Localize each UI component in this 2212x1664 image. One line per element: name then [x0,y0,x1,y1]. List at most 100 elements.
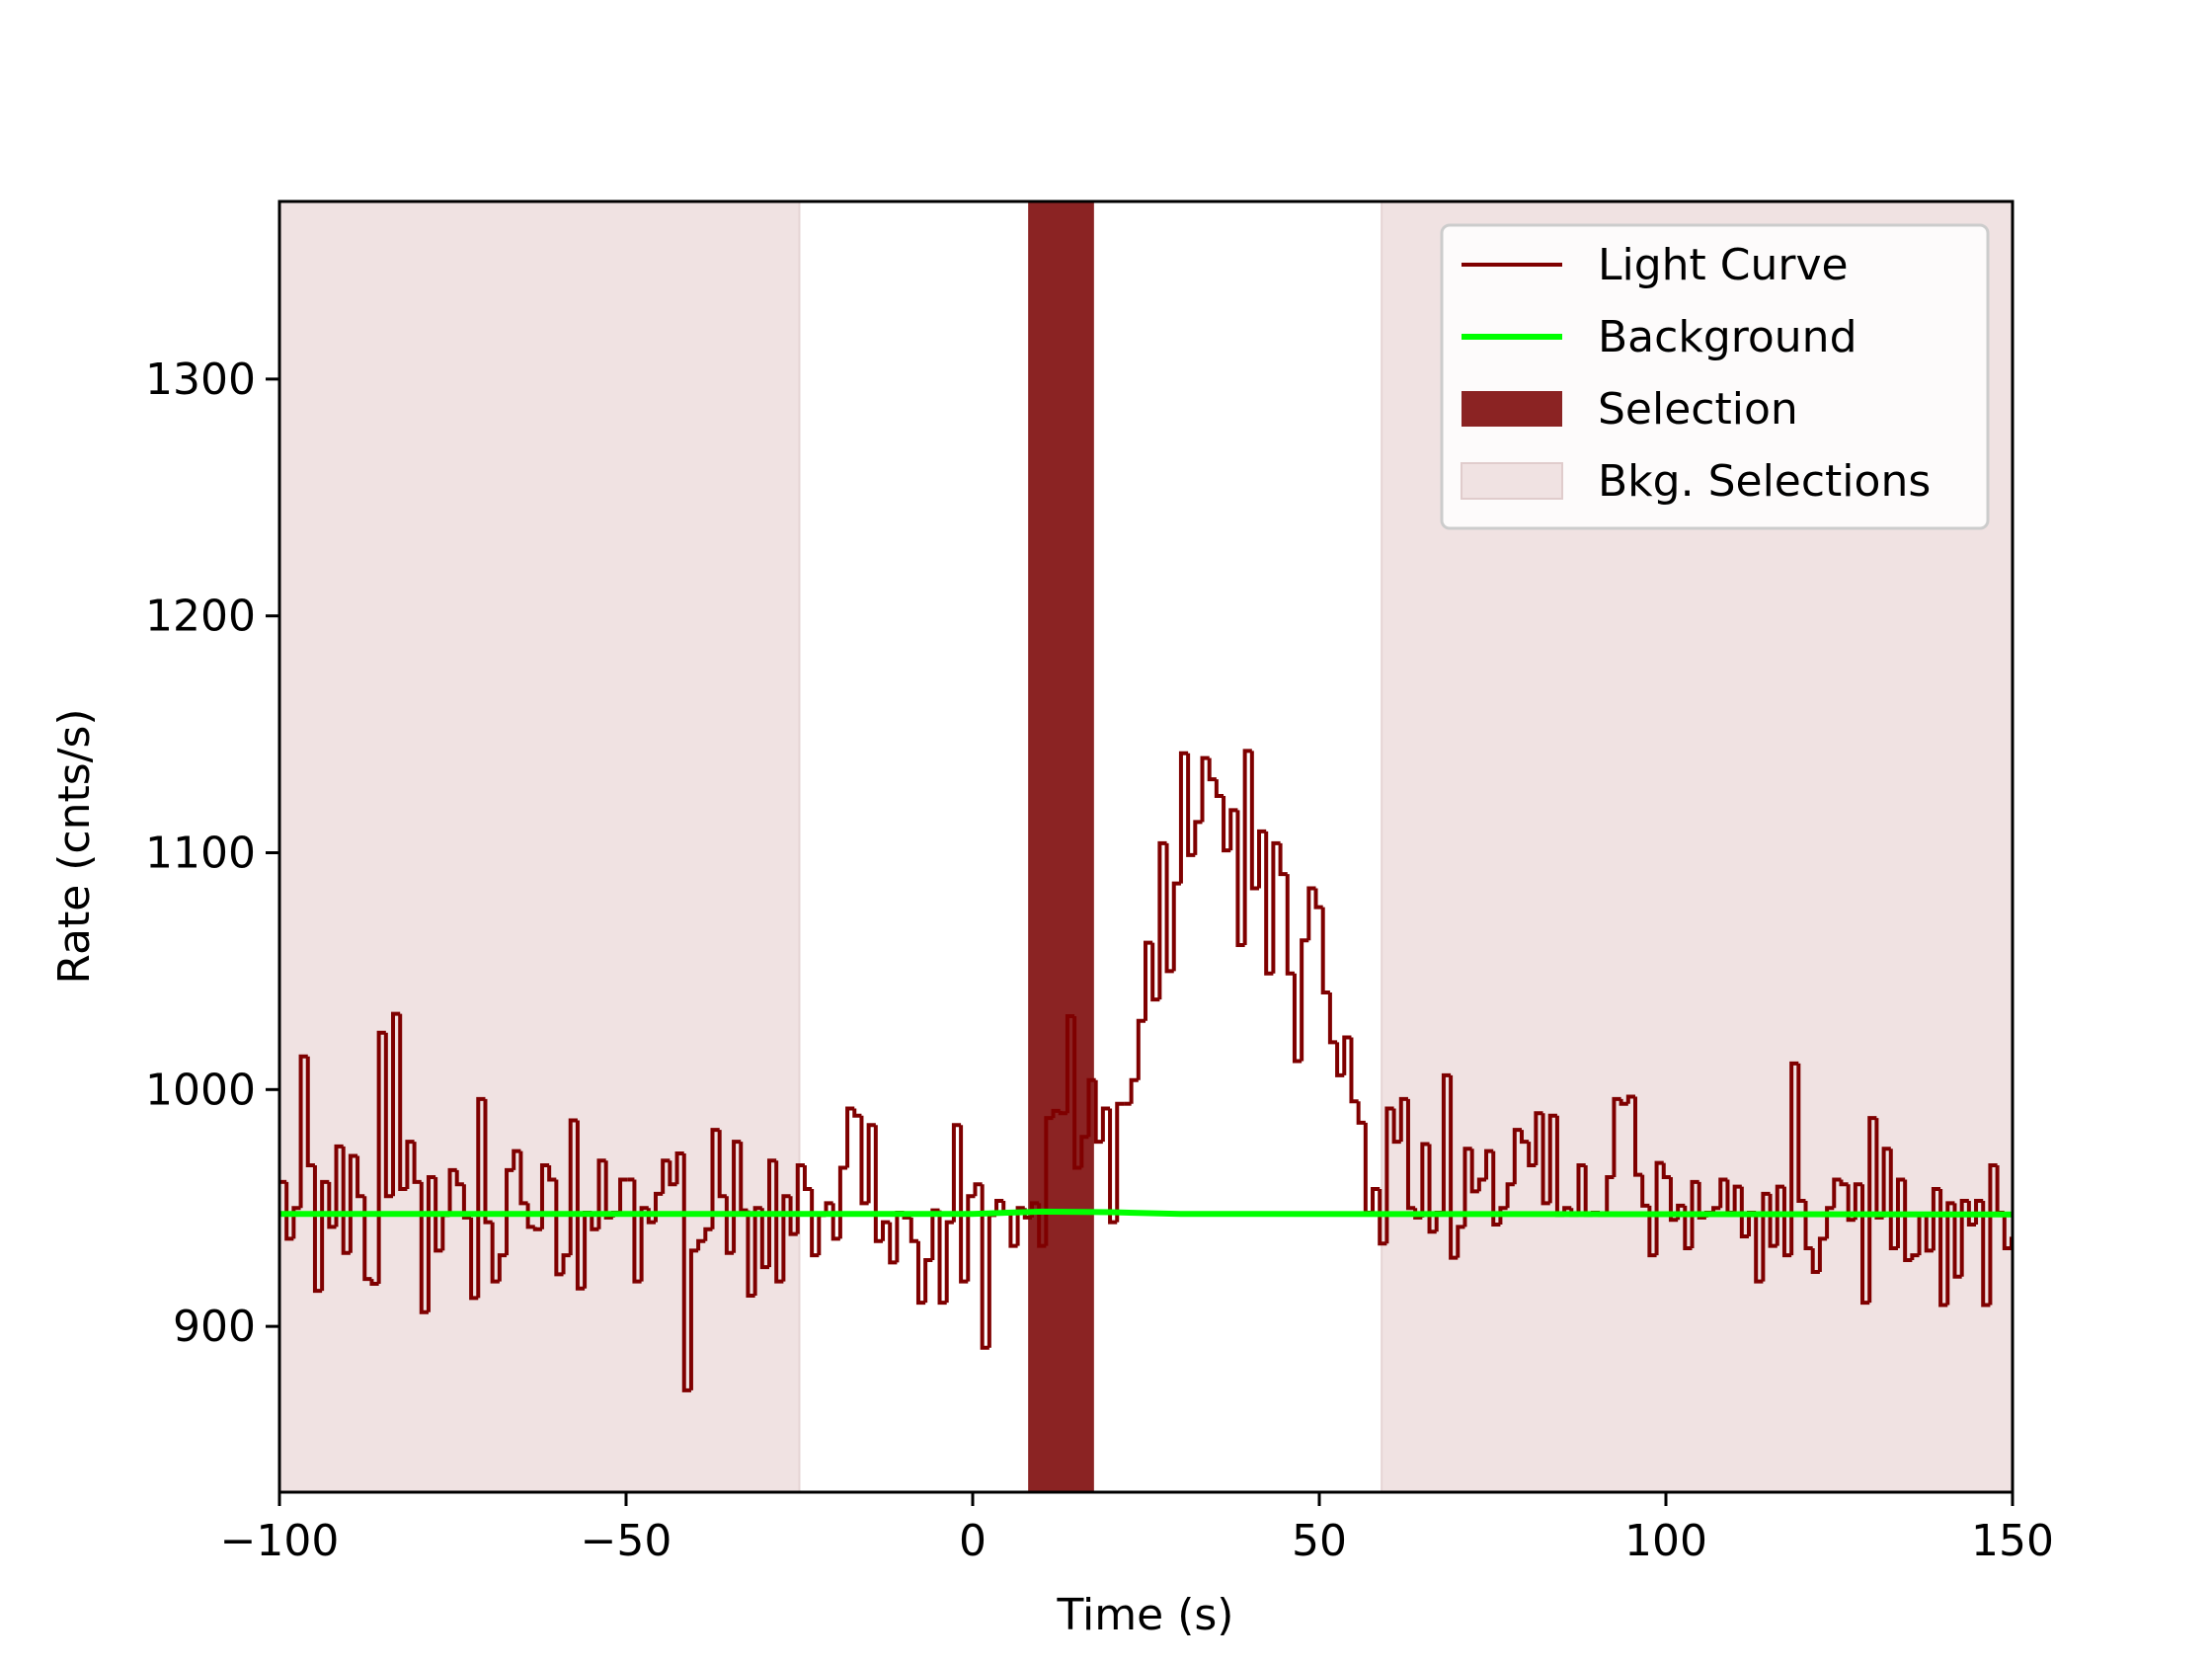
x-axis-ticks: −100 −50 0 50 100 150 [220,1492,2054,1566]
light-curve-bin [1285,874,1295,976]
light-curve-bin [2013,1211,2212,1268]
light-curve-bin [348,1153,358,1253]
light-curve-bin [2013,1184,2212,1206]
light-curve-bin [1839,1179,1849,1187]
light-curve-bin [1988,1163,1998,1306]
light-curve-bin [2013,1167,2212,1225]
light-curve-bin [1235,810,1245,948]
light-curve-bin [2013,1094,2212,1279]
light-curve-bin [2013,1191,2212,1267]
light-curve-bin [2013,1191,2212,1240]
y-tick-label: 1200 [145,592,256,642]
light-curve-bin [2013,1189,2054,1243]
light-curve-bin [1952,1203,1962,1279]
light-curve-bin [781,1194,791,1282]
light-curve-bin [1108,1108,1118,1225]
light-curve-bin [1391,1108,1401,1145]
light-curve-bin [1222,795,1231,853]
light-curve-bin [2013,1163,2212,1197]
light-curve-bin [1051,1108,1061,1119]
light-curve-bin [1441,1072,1452,1214]
light-curve-bin [2013,1213,2090,1350]
light-curve-bin [959,1125,969,1284]
light-curve-bin [923,1257,933,1304]
light-curve-bin [575,1120,586,1291]
light-curve-bin [2013,1087,2212,1241]
light-curve-bin [2013,1187,2212,1211]
light-curve-bin [1313,888,1323,910]
light-curve-bin [518,1150,528,1206]
light-curve-bin [1647,1205,1657,1258]
light-curve-bin [1527,1142,1537,1168]
light-curve-bin [362,1196,372,1282]
light-curve-bin [1129,1077,1139,1104]
light-curve-bin [1547,1113,1557,1204]
light-curve-bin [2013,1132,2212,1245]
light-curve-bin [2013,1246,2212,1272]
light-curve-bin [2013,1177,2212,1211]
light-curve-bin [2013,1179,2212,1250]
light-curve-bin [1625,1094,1635,1104]
light-curve-bin [1931,1187,1941,1251]
background-line [279,1208,2013,1218]
light-curve-bin [2013,1163,2103,1270]
light-curve-bin [966,1194,976,1282]
light-curve-bin [2013,1132,2212,1203]
light-curve-bin [568,1118,578,1256]
light-curve-bin [1810,1247,1820,1274]
light-curve-bin [2013,1142,2212,1265]
light-curve-bin [845,1106,855,1168]
legend-background-label: Background [1598,312,1857,362]
light-curve-bin [1768,1193,1778,1248]
light-curve-bin [1037,1203,1047,1248]
light-curve-bin [1874,1118,1884,1220]
light-curve-bin [2002,1213,2012,1250]
light-curve-bin [774,1160,784,1284]
light-curve-bin [1888,1149,1898,1250]
light-curve-bin [298,1054,308,1209]
light-curve-bin [2013,1165,2212,1272]
light-curve-bin [915,1240,926,1306]
light-curve-bin [1661,1162,1671,1180]
light-curve-bin [2013,1113,2212,1272]
light-curve-bin [1306,886,1316,941]
light-curve-bin [873,1125,884,1243]
light-curve-bin [1895,1177,1906,1248]
light-curve-bin [327,1181,337,1229]
light-curve-layer [279,749,2212,1392]
bkg-selection-region-1 [279,201,801,1492]
x-tick-label: 50 [1292,1516,1347,1566]
light-curve-bin [2013,1182,2212,1189]
light-curve-bin [2013,1085,2212,1282]
light-curve-bin [1690,1179,1699,1248]
light-curve-bin [2013,1223,2212,1312]
light-curve-bin [2013,1172,2212,1201]
light-curve-bin [688,1248,699,1390]
light-curve-bin [1512,1128,1522,1185]
x-tick-label: −50 [581,1516,672,1566]
light-curve-bin [2013,1142,2212,1184]
light-curve-bin [2013,1094,2212,1132]
light-curve-bin [802,1165,813,1192]
light-curve-bin [618,1177,628,1214]
light-curve-bin [944,1220,954,1304]
light-curve-bin [1781,1186,1792,1258]
light-curve-bin [2013,1155,2168,1228]
light-curve-bin [1320,907,1330,994]
light-curve-bin [1476,1177,1487,1192]
light-curve-bin [2013,1206,2212,1243]
light-curve-bin [2013,1172,2174,1229]
light-curve-bin [2013,1196,2212,1201]
light-curve-bin [1200,755,1210,823]
light-curve-bin [1668,1177,1679,1223]
light-curve-bin [1079,1135,1089,1168]
light-curve-bin [859,1115,869,1206]
light-curve-bin [1456,1225,1465,1258]
light-curve-bin [2013,1182,2212,1243]
light-curve-bin [2013,1155,2212,1264]
x-axis-label: Time (s) [1057,1590,1234,1640]
x-tick-label: 0 [959,1516,987,1566]
light-curve-bin [1903,1179,1913,1262]
light-curve-bin [739,1142,749,1213]
